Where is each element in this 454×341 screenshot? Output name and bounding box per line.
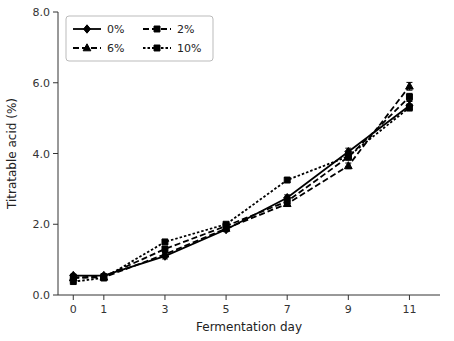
x-tick [226,295,227,300]
x-axis-line [58,295,440,296]
error-bar [406,101,412,109]
legend-item: 10% [143,42,201,55]
point [70,279,76,285]
point [406,82,414,89]
series-line [73,106,409,276]
legend-item: 2% [143,23,194,36]
point [406,102,413,110]
x-tick [287,295,288,300]
legend-label: 0% [107,23,124,36]
series [70,93,412,280]
error-bar [406,93,412,100]
x-tick-label: 0 [70,303,77,316]
point [345,154,351,160]
point [406,105,412,111]
chart: 0 1 3 5 7 9 11 0.0 2.0 4.0 6.0 8.0 Fermentation day T… [0,0,454,341]
x-axis-label: Fermentation day [196,320,302,334]
legend-marker [154,26,160,32]
legend-marker [83,44,91,51]
error-bar [162,240,168,244]
point [284,177,290,183]
point [345,153,351,159]
error-bar [284,178,290,183]
x-tick [103,295,104,300]
y-axis-label: Titratable acid (%) [5,98,19,210]
y-tick [53,153,58,154]
error-bar [406,104,412,111]
series [69,82,413,281]
point [283,200,291,207]
plot-area [69,82,413,284]
legend-label: 2% [177,23,194,36]
series [70,104,412,285]
x-tick-label: 1 [100,303,107,316]
legend-marker [154,45,160,51]
series-line [73,86,409,278]
point [162,239,168,245]
legend-box [66,16,213,61]
point [101,275,107,281]
x-tick [409,295,410,300]
point [161,250,169,257]
x-tick-label: 11 [402,303,416,316]
error-bar [345,154,351,160]
y-tick-label: 0.0 [33,289,51,302]
y-tick-label: 2.0 [33,218,51,231]
point [100,273,108,280]
y-tick [53,224,58,225]
x-tick-label: 5 [223,303,230,316]
point [344,162,352,169]
x-tick [348,295,349,300]
y-tick-label: 4.0 [33,148,51,161]
legend-marker [84,25,91,33]
x-tick [164,295,165,300]
legend-item: 0% [73,23,124,36]
legend-label: 6% [107,42,124,55]
legend: 0% 2% 6% 10% [66,16,213,61]
series [70,101,413,279]
error-bar [406,82,412,90]
point [223,221,229,227]
series-line [73,97,409,277]
y-tick [53,82,58,83]
x-tick-label: 9 [345,303,352,316]
series-line [73,108,409,282]
y-tick-label: 6.0 [33,77,51,90]
error-bar [345,154,351,160]
y-tick [53,12,58,13]
axes: 0 1 3 5 7 9 11 0.0 2.0 4.0 6.0 8.0 [33,6,441,316]
x-tick [73,295,74,300]
legend-label: 10% [177,42,201,55]
y-tick [53,295,58,296]
x-tick-label: 7 [284,303,291,316]
legend-item: 6% [73,42,124,55]
x-tick-label: 3 [161,303,168,316]
y-tick-label: 8.0 [33,6,51,19]
point [406,94,412,100]
